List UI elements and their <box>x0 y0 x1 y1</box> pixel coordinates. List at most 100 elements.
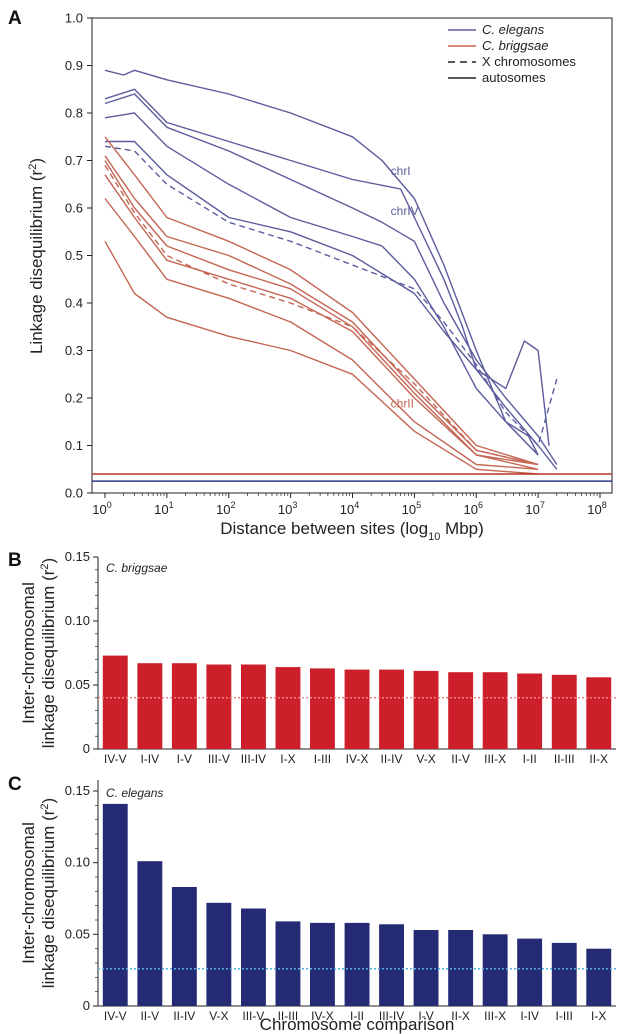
panel-b-category-labels: IV-V I-IV I-V III-V III-IV I-X I-III IV-X II-IV V… <box>104 752 608 766</box>
series-line-briggsae-1 <box>104 136 539 466</box>
category-label-I-X: I-X <box>280 752 295 766</box>
category-label-I-V: I-V <box>418 1009 433 1023</box>
bar-II-III <box>551 674 577 749</box>
panel-a-y-tick-label: 0.7 <box>65 153 83 168</box>
bar-IV-X <box>310 922 335 1006</box>
panel-a-x-ticks: 100 101 102 103 104 105 106 107 108 <box>92 493 607 517</box>
bar-IV-V <box>102 803 128 1006</box>
panel-a-x-tick-label: 106 <box>464 500 483 517</box>
category-label-III-IV: III-IV <box>379 1009 404 1023</box>
category-label-I-III: I-III <box>556 1009 573 1023</box>
bar-II-X <box>448 930 474 1006</box>
bar-II-V <box>137 861 163 1006</box>
panel-c-species-label: C. elegans <box>106 786 163 800</box>
category-label-III-V: III-V <box>242 1009 264 1023</box>
annotation-chri: chrI <box>391 164 411 178</box>
panel-b-bar-chart: 0 0.05 0.10 0.15 IV-V I-IV I-V III-V III-IV I-X I… <box>19 549 616 766</box>
annotation-chriv: chrIV <box>391 204 419 218</box>
bar-III-V <box>241 908 266 1006</box>
bar-III-X <box>482 672 508 749</box>
category-label-V-X: V-X <box>416 752 435 766</box>
panel-c-bars <box>102 803 612 1006</box>
bar-I-IV <box>517 938 543 1006</box>
panel-c-y-axis-title-line1: Inter-chromosomal <box>19 822 38 964</box>
bar-II-IV <box>379 669 404 749</box>
panel-a-x-tick-label: 101 <box>154 500 173 517</box>
panel-a-x-tick-label: 102 <box>216 500 235 517</box>
series-line-elegans-X <box>104 145 558 447</box>
panel-a-baselines <box>92 473 612 482</box>
category-label-IV-X: IV-X <box>346 752 369 766</box>
bar-III-IV <box>379 924 404 1006</box>
panel-b-y-ticks: 0 0.05 0.10 0.15 <box>65 549 98 756</box>
annotation-chrii: chrII <box>391 397 414 411</box>
series-line-elegans-1 <box>104 69 539 456</box>
panel-c-x-axis-title: Chromosome comparison <box>260 1015 455 1034</box>
series-line-briggsae-3 <box>104 160 539 466</box>
legend-label-elegans: C. elegans <box>482 22 545 37</box>
y-tick-label: 0.05 <box>65 677 90 692</box>
bar-V-X <box>206 902 232 1006</box>
category-label-III-V: III-V <box>208 752 230 766</box>
panel-a-x-tick-label: 103 <box>278 500 297 517</box>
panel-b-letter: B <box>8 550 22 571</box>
panel-c-y-axis-title-line2: linkage disequilibrium (r2) <box>39 798 58 988</box>
y-tick-label: 0.15 <box>65 783 90 798</box>
panel-a-x-tick-label: 104 <box>340 500 359 517</box>
panel-a-y-tick-label: 0.8 <box>65 106 83 121</box>
category-label-II-V: II-V <box>140 1009 159 1023</box>
bar-I-V <box>171 663 197 749</box>
legend-label-briggsae: C. briggsae <box>482 38 548 53</box>
panel-a-x-axis-title: Distance between sites (log10 Mbp) <box>220 519 484 543</box>
panel-c-letter: C <box>8 774 22 795</box>
category-label-IV-V: IV-V <box>104 752 127 766</box>
category-label-III-X: III-X <box>484 1009 506 1023</box>
y-tick-label: 0.10 <box>65 613 90 628</box>
panel-a-y-tick-label: 0.5 <box>65 248 83 263</box>
bar-IV-V <box>102 655 128 749</box>
y-tick-label: 0 <box>83 741 90 756</box>
y-tick-label: 0.15 <box>65 549 90 564</box>
category-label-III-X: III-X <box>484 752 506 766</box>
bar-V-X <box>413 670 439 749</box>
bar-I-IV <box>137 663 163 749</box>
category-label-I-IV: I-IV <box>140 752 159 766</box>
panel-a-x-tick-label: 105 <box>402 500 421 517</box>
panel-a-line-chart: 0.0 0.1 0.2 0.3 0.4 0.5 0.6 0.7 0.8 0.9 1.0 100 101… <box>27 11 613 543</box>
bar-II-X <box>586 677 612 749</box>
panel-c-bar-chart: 0 0.05 0.10 0.15 IV-V II-V II-IV V-X III-V II-II… <box>19 780 616 1034</box>
bar-III-IV <box>241 664 266 749</box>
panel-a-y-axis-title: Linkage disequilibrium (r2) <box>27 158 46 354</box>
bar-I-X <box>275 667 301 749</box>
panel-a-y-tick-label: 0.4 <box>65 296 83 311</box>
category-label-I-II: I-II <box>350 1009 364 1023</box>
category-label-I-V: I-V <box>177 752 192 766</box>
category-label-IV-X: IV-X <box>311 1009 334 1023</box>
panel-a-annotations: chrI chrIV chrII <box>391 164 419 411</box>
category-label-II-X: II-X <box>589 752 608 766</box>
category-label-III-IV: III-IV <box>241 752 266 766</box>
category-label-IV-V: IV-V <box>104 1009 127 1023</box>
category-label-I-II: I-II <box>523 752 537 766</box>
panel-b-y-axis-title-line1: Inter-chromosomal <box>19 582 38 724</box>
panel-c-y-ticks: 0 0.05 0.10 0.15 <box>65 783 98 1013</box>
panel-a-y-tick-label: 0.9 <box>65 58 83 73</box>
legend-label-autosomes: autosomes <box>482 70 546 85</box>
bar-III-X <box>482 934 508 1006</box>
category-label-II-IV: II-IV <box>173 1009 195 1023</box>
legend-label-x-chromosomes: X chromosomes <box>482 54 576 69</box>
panel-a-x-tick-label: 100 <box>92 500 111 517</box>
bar-IV-X <box>344 669 370 749</box>
series-line-elegans-3 <box>104 93 558 465</box>
bar-I-II <box>344 922 370 1006</box>
category-label-II-V: II-V <box>451 752 470 766</box>
bar-I-X <box>586 948 612 1006</box>
panel-a-legend: C. elegans C. briggsae X chromosomes aut… <box>448 22 576 85</box>
panel-a-y-tick-label: 0.6 <box>65 201 83 216</box>
panel-a-y-tick-label: 0.1 <box>65 438 83 453</box>
category-label-I-X: I-X <box>591 1009 606 1023</box>
panel-a-y-tick-label: 0.3 <box>65 343 83 358</box>
series-line-briggsae-X <box>104 164 539 466</box>
category-label-II-III: II-III <box>278 1009 299 1023</box>
